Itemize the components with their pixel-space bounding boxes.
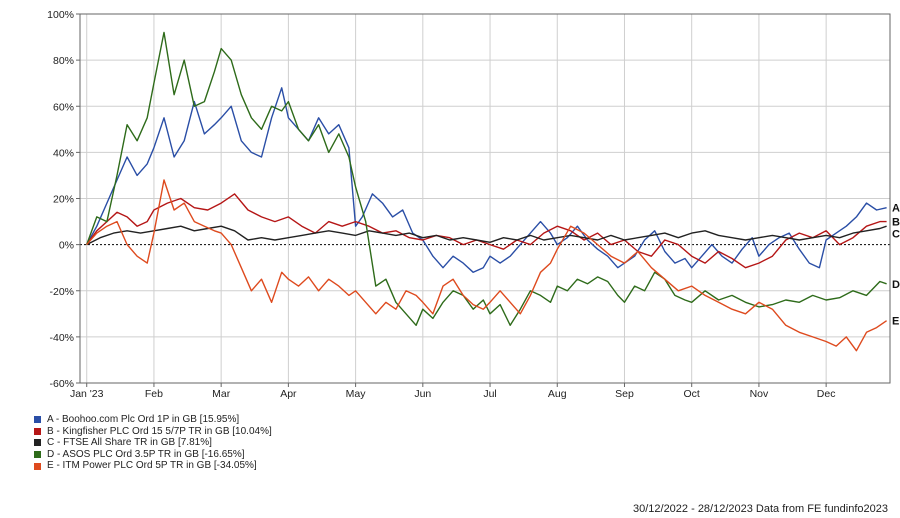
legend-label: B - Kingfisher PLC Ord 15 5/7P TR in GB …	[47, 425, 272, 437]
y-tick-label: -60%	[49, 378, 74, 390]
series-line-d	[86, 31, 887, 326]
series-end-label-c: C	[892, 229, 900, 241]
series-lines	[86, 31, 887, 352]
x-axis-ticks: Jan '23 Feb Mar Apr May Jun Jul Aug Sep Oct Nov Dec	[70, 383, 836, 400]
y-tick-label: 60%	[53, 101, 74, 113]
legend-label: A - Boohoo.com Plc Ord 1P in GB [15.95%]	[47, 414, 240, 425]
y-tick-label: 0%	[59, 240, 74, 252]
y-tick-label: -40%	[49, 332, 74, 344]
legend-swatch	[34, 462, 41, 470]
legend-swatch	[34, 416, 41, 424]
legend-item-c: C - FTSE All Share TR in GB [7.81%]	[34, 437, 272, 449]
y-axis-ticks: 100% 80% 60% 40% 20% 0% -20% -40% -60%	[47, 9, 80, 390]
legend-label: E - ITM Power PLC Ord 5P TR in GB [-34.0…	[47, 460, 257, 472]
series-end-label-d: D	[892, 279, 900, 291]
data-source-footer: 30/12/2022 - 28/12/2023 Data from FE fun…	[632, 503, 888, 515]
series-end-label-e: E	[892, 316, 899, 328]
y-tick-label: 40%	[53, 147, 74, 159]
legend-item-e: E - ITM Power PLC Ord 5P TR in GB [-34.0…	[34, 460, 272, 472]
x-tick-label: Jan '23	[70, 388, 104, 400]
legend-item-b: B - Kingfisher PLC Ord 15 5/7P TR in GB …	[34, 426, 272, 438]
plot-frame	[79, 13, 891, 384]
y-tick-label: -20%	[49, 286, 74, 298]
legend-label: D - ASOS PLC Ord 3.5P TR in GB [-16.65%]	[47, 448, 245, 460]
x-tick-label: Aug	[548, 388, 567, 400]
chart-grid	[80, 13, 890, 384]
series-line-b	[86, 193, 887, 269]
series-end-label-a: A	[892, 203, 900, 215]
legend-label: C - FTSE All Share TR in GB [7.81%]	[47, 437, 212, 449]
y-tick-label: 80%	[53, 55, 74, 67]
x-tick-label: Jun	[414, 388, 431, 400]
x-tick-label: Apr	[280, 388, 297, 400]
legend-swatch	[34, 439, 41, 447]
legend-swatch	[34, 427, 41, 435]
series-end-label-b: B	[892, 217, 900, 229]
series-line-e	[86, 179, 887, 352]
x-tick-label: Dec	[817, 388, 836, 400]
legend-swatch	[34, 451, 41, 459]
line-chart: 100% 80% 60% 40% 20% 0% -20% -40% -60% Jan '23 Fe…	[47, 9, 900, 400]
x-tick-label: May	[346, 388, 367, 400]
x-tick-label: Sep	[615, 388, 634, 400]
series-end-labels: ABC D E	[892, 203, 900, 328]
legend-item-d: D - ASOS PLC Ord 3.5P TR in GB [-16.65%]	[34, 449, 272, 461]
series-line-a	[86, 87, 887, 273]
y-tick-label: 20%	[53, 194, 74, 206]
x-tick-label: Mar	[212, 388, 231, 400]
chart-legend: A - Boohoo.com Plc Ord 1P in GB [15.95%]…	[34, 414, 272, 472]
x-tick-label: Feb	[145, 388, 163, 400]
x-tick-label: Jul	[483, 388, 496, 400]
y-tick-label: 100%	[47, 9, 74, 21]
series-line-c	[86, 225, 887, 246]
x-tick-label: Nov	[750, 388, 769, 400]
x-tick-label: Oct	[684, 388, 700, 400]
legend-item-a: A - Boohoo.com Plc Ord 1P in GB [15.95%]	[34, 414, 272, 426]
